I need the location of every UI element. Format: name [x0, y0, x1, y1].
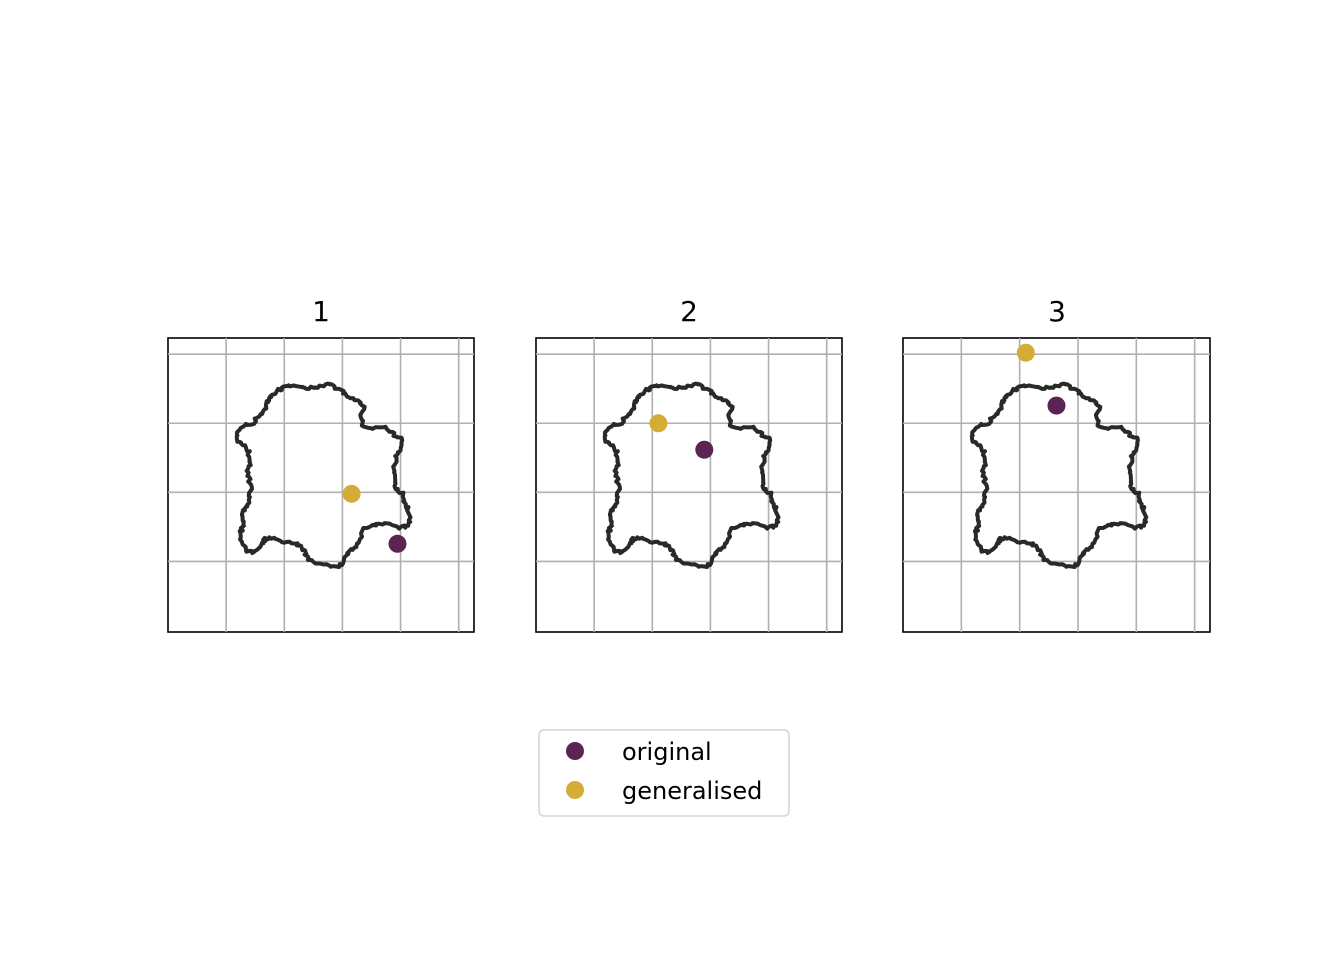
panel-frame-2 [535, 337, 843, 633]
original-point-1 [388, 534, 407, 553]
panel-title-1: 1 [312, 295, 330, 328]
generalised-point-1 [342, 484, 361, 503]
panel-frame-3 [902, 337, 1211, 633]
legend-marker-original [566, 742, 584, 760]
original-point-3 [1047, 396, 1066, 415]
panel-title-2: 2 [680, 295, 698, 328]
panel-2: 2 [535, 295, 843, 633]
boundary-outline-3 [969, 381, 1149, 569]
legend-label-original: original [622, 738, 712, 766]
panel-grid-3 [903, 338, 1210, 632]
boundary-outline-1 [234, 381, 413, 569]
boundary-outline-2 [602, 381, 781, 569]
panel-3: 3 [902, 295, 1211, 633]
legend-box [538, 729, 790, 817]
panel-1: 1 [167, 295, 475, 633]
generalised-point-3 [1016, 343, 1035, 362]
generalised-point-2 [649, 414, 668, 433]
original-point-2 [695, 440, 714, 459]
legend-marker-generalised [566, 781, 584, 799]
panel-frame-1 [167, 337, 475, 633]
legend-label-generalised: generalised [622, 777, 762, 805]
panel-title-3: 3 [1048, 295, 1066, 328]
legend: original generalised [538, 729, 790, 817]
